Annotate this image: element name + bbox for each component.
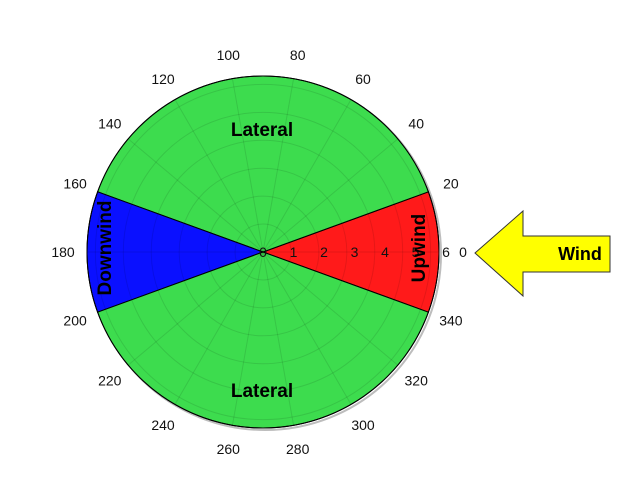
grid-spoke (97, 251, 264, 313)
angle-label: 180 (51, 244, 75, 260)
angle-label: 160 (63, 176, 87, 192)
grid-spoke (262, 251, 295, 426)
grid-ring (122, 111, 404, 393)
radial-labels: 0 1 2 3 4 5 6 (259, 244, 450, 260)
grid-spoke (231, 78, 264, 253)
grid-spoke (262, 99, 352, 253)
angle-label: 260 (217, 441, 241, 457)
disk-border (86, 75, 440, 429)
radial-label: 4 (381, 244, 389, 260)
zone-label-upwind: Upwind (409, 214, 430, 283)
angle-label: 220 (98, 373, 122, 389)
radial-label: 5 (412, 244, 420, 260)
angle-label: 0 (459, 244, 467, 260)
zone-label-lateral-bottom: Lateral (231, 381, 293, 402)
zone-label-downwind: Downwind (95, 201, 116, 296)
wind-arrow-shape (474, 209, 611, 298)
grid-ring (94, 83, 432, 421)
grid-spoke (174, 251, 264, 405)
grid-spoke (231, 251, 264, 426)
grid-spoke (262, 191, 429, 253)
angle-label: 40 (408, 115, 424, 131)
radial-label: 6 (442, 244, 450, 260)
grid-spoke (127, 251, 264, 366)
angle-label: 140 (98, 115, 122, 131)
grid-spoke (97, 191, 264, 253)
angle-label: 240 (151, 417, 175, 433)
angle-label: 120 (151, 71, 175, 87)
grid-ring (150, 139, 376, 365)
grid-spoke (262, 251, 429, 313)
grid-spoke (262, 138, 399, 253)
angle-label: 320 (405, 373, 429, 389)
polar-grid (86, 75, 440, 429)
radial-label: 0 (259, 244, 267, 260)
radial-label: 2 (320, 244, 328, 260)
angle-label: 80 (290, 47, 306, 63)
grid-ring (234, 223, 292, 281)
zone-label-lateral-top: Lateral (231, 120, 293, 141)
grid-ring (178, 167, 348, 337)
angle-label: 200 (63, 312, 87, 328)
grid-spoke (127, 138, 264, 253)
zone-labels: Upwind Lateral Downwind Lateral (95, 120, 430, 402)
wind-arrow: Wind (474, 209, 611, 298)
angle-label: 100 (217, 47, 241, 63)
grid-spoke (262, 251, 352, 405)
angle-label: 20 (443, 176, 459, 192)
angle-label: 280 (286, 441, 310, 457)
radial-label: 1 (290, 244, 298, 260)
angle-label: 300 (351, 417, 375, 433)
grid-spoke (262, 251, 399, 366)
grid-spoke (262, 78, 295, 253)
radial-label: 3 (351, 244, 359, 260)
grid-spoke (174, 99, 264, 253)
wind-label: Wind (558, 244, 602, 264)
angle-label: 60 (355, 71, 371, 87)
angle-label: 340 (439, 312, 463, 328)
grid-ring (206, 195, 320, 309)
